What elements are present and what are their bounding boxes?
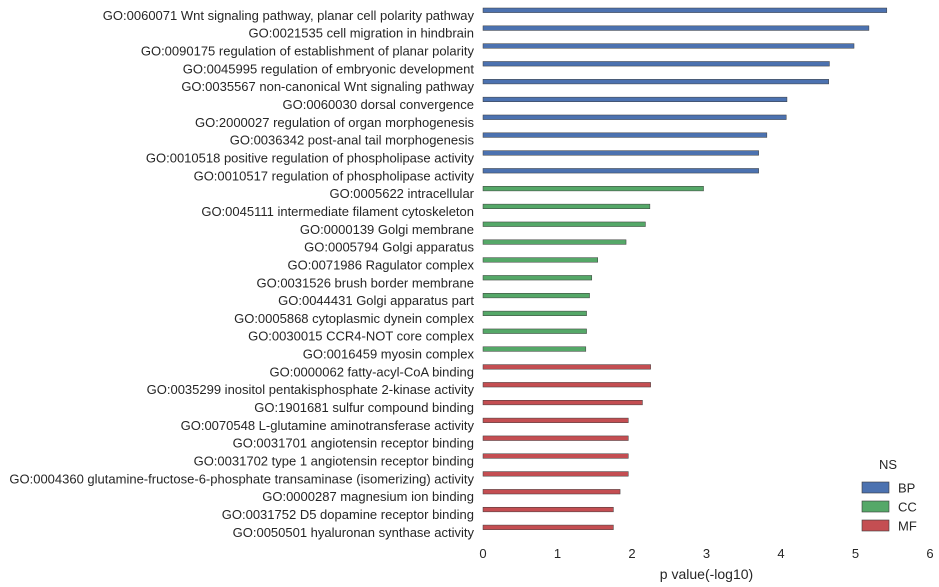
category-label: GO:0031526 brush border membrane [256, 275, 474, 290]
bar-cc [482, 203, 651, 209]
category-label: GO:0016459 myosin complex [303, 347, 475, 362]
category-label: GO:0031701 angiotensin receptor binding [233, 436, 474, 451]
bar-bp [482, 132, 768, 138]
bar-bp [482, 7, 888, 13]
category-label: GO:0010518 positive regulation of phosph… [146, 150, 475, 165]
bar-mf [482, 400, 643, 406]
category-label: GO:0000139 Golgi membrane [300, 222, 474, 237]
legend: NS BP CC MF [861, 457, 917, 534]
x-axis: p value(-log10) 0 1 2 3 4 5 6 [479, 546, 933, 582]
bar-mf [482, 364, 651, 370]
category-label: GO:0060071 Wnt signaling pathway, planar… [103, 8, 475, 23]
bar-mf [482, 506, 614, 513]
category-label: GO:0010517 regulation of phospholipase a… [194, 168, 475, 183]
x-tick-label: 1 [554, 546, 561, 561]
x-tick-label: 4 [777, 546, 784, 561]
category-label: GO:0045111 intermediate filament cytoske… [201, 204, 474, 219]
bar-cc [482, 186, 704, 192]
category-labels: GO:0060071 Wnt signaling pathway, planar… [9, 8, 474, 540]
bars [482, 7, 888, 530]
category-label: GO:0031702 type 1 angiotensin receptor b… [194, 454, 474, 469]
x-tick-label: 0 [479, 546, 486, 561]
category-label: GO:2000027 regulation of organ morphogen… [195, 115, 474, 130]
bar-bp [482, 114, 787, 120]
bar-mf [482, 471, 629, 477]
bar-bp [482, 25, 870, 31]
legend-label: CC [898, 500, 917, 515]
legend-swatch-bp [861, 481, 890, 494]
category-label: GO:0044431 Golgi apparatus part [278, 293, 474, 308]
bar-cc [482, 257, 598, 263]
bar-bp [482, 168, 759, 174]
bar-mf [482, 453, 629, 459]
category-label: GO:0005622 intracellular [329, 186, 474, 201]
legend-label: MF [898, 519, 917, 534]
category-label: GO:0050501 hyaluronan synthase activity [233, 525, 475, 540]
bar-mf [482, 417, 629, 423]
category-label: GO:0070548 L-glutamine aminotransferase … [181, 418, 475, 433]
legend-swatch-mf [861, 519, 890, 532]
bar-bp [482, 150, 759, 156]
category-label: GO:0060030 dorsal convergence [282, 97, 474, 112]
category-label: GO:0071986 Ragulator complex [288, 257, 475, 272]
x-tick-label: 6 [926, 546, 933, 561]
bar-cc [482, 310, 587, 316]
category-label: GO:0000287 magnesium ion binding [262, 489, 474, 504]
x-axis-title: p value(-log10) [660, 566, 753, 582]
category-label: GO:0021535 cell migration in hindbrain [249, 26, 474, 41]
bar-cc [482, 221, 646, 227]
category-label: GO:0035567 non-canonical Wnt signaling p… [181, 79, 474, 94]
bar-mf [482, 382, 651, 388]
bar-mf [482, 489, 621, 495]
bar-cc [482, 293, 590, 299]
bar-cc [482, 239, 627, 245]
category-label: GO:0090175 regulation of establishment o… [141, 43, 475, 58]
category-label: GO:0036342 post-anal tail morphogenesis [230, 133, 475, 148]
bar-bp [482, 96, 788, 103]
bar-bp [482, 43, 855, 49]
bar-bp [482, 79, 829, 85]
bar-mf [482, 524, 614, 530]
category-label: GO:0005794 Golgi apparatus [304, 240, 474, 255]
category-label: GO:0004360 glutamine-fructose-6-phosphat… [9, 471, 474, 486]
bar-bp [482, 61, 830, 67]
legend-swatch-cc [861, 500, 890, 513]
x-tick-label: 5 [852, 546, 859, 561]
bar-cc [482, 275, 593, 281]
legend-title: NS [879, 457, 897, 472]
category-label: GO:1901681 sulfur compound binding [254, 400, 474, 415]
bar-cc [482, 346, 587, 352]
category-label: GO:0045995 regulation of embryonic devel… [183, 61, 475, 76]
category-label: GO:0030015 CCR4-NOT core complex [248, 329, 474, 344]
category-label: GO:0000062 fatty-acyl-CoA binding [269, 364, 474, 379]
category-label: GO:0035299 inositol pentakisphosphate 2-… [147, 382, 475, 397]
bar-mf [482, 435, 629, 441]
bar-cc [482, 328, 587, 334]
category-label: GO:0005868 cytoplasmic dynein complex [234, 311, 474, 326]
legend-label: BP [898, 481, 915, 496]
x-tick-label: 3 [703, 546, 710, 561]
x-tick-label: 2 [628, 546, 635, 561]
category-label: GO:0031752 D5 dopamine receptor binding [222, 507, 474, 522]
